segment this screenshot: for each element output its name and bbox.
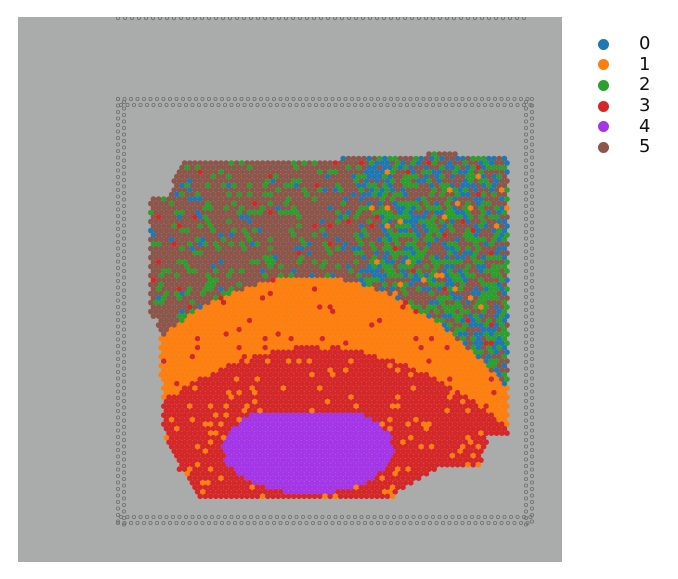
legend-label: 4 [639,115,651,137]
legend-marker [598,79,609,91]
legend-item-0: 0 [596,34,676,55]
legend-marker [598,100,609,112]
legend-label: 1 [639,53,651,75]
legend-marker [598,38,609,50]
legend-label: 5 [639,136,651,158]
legend-marker [598,121,609,133]
legend-item-3: 3 [596,96,676,117]
legend-item-5: 5 [596,137,676,158]
spot-layer [148,151,510,500]
legend-marker [598,141,609,153]
legend-item-1: 1 [596,53,676,76]
legend-label: 2 [639,74,651,96]
fiducial-grid [116,17,535,527]
legend-label: 0 [639,33,651,55]
legend-marker [598,59,609,71]
spatial-scatter-plot [116,17,535,527]
tissue-image [18,17,562,562]
legend-item-2: 2 [596,75,676,96]
legend-label: 3 [639,95,651,117]
legend-item-4: 4 [596,116,676,137]
